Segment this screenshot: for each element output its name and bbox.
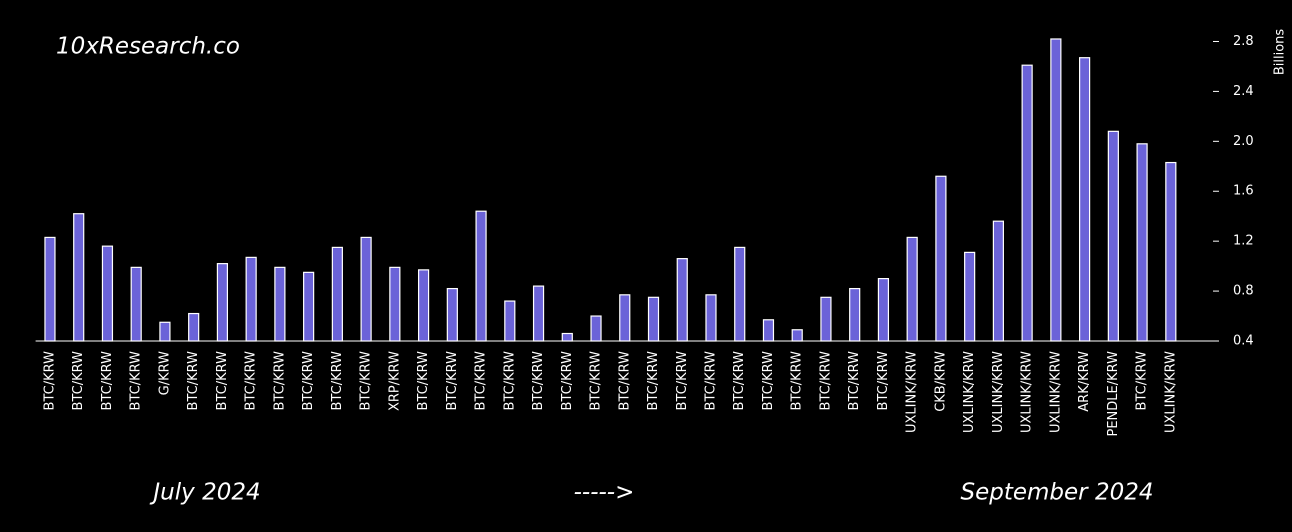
bar: [73, 213, 85, 342]
y-tick-label: 0.4: [1233, 334, 1254, 349]
bar: [647, 296, 660, 342]
x-tick-label: UXLINK/KRW: [1163, 351, 1178, 433]
y-tick-label: 0.8: [1233, 284, 1254, 299]
bar: [676, 258, 688, 342]
bar: [1021, 64, 1033, 342]
x-tick-label: BTC/KRW: [790, 351, 805, 411]
x-tick-label: BTC/KRW: [272, 351, 287, 411]
bar: [791, 329, 803, 342]
x-tick-label: CKB/KRW: [933, 351, 948, 412]
bar: [475, 210, 487, 342]
x-tick-label: BTC/KRW: [847, 351, 862, 411]
x-tick-label: BTC/KRW: [732, 351, 747, 411]
bar: [360, 236, 372, 342]
bar: [1107, 130, 1119, 342]
annotation: September 2024: [961, 480, 1154, 506]
bar: [389, 266, 401, 342]
x-tick-label: BTC/KRW: [589, 351, 604, 411]
x-tick-label: BTC/KRW: [100, 351, 115, 411]
x-tick-label: UXLINK/KRW: [905, 351, 920, 433]
bar: [561, 332, 573, 342]
bar: [44, 236, 56, 342]
x-tick-label: BTC/KRW: [215, 351, 230, 411]
bar: [532, 285, 545, 342]
y-tick-label: 1.6: [1233, 184, 1254, 199]
bar: [274, 266, 286, 342]
bar: [216, 263, 229, 342]
x-tick-label: BTC/KRW: [445, 351, 460, 411]
x-tick-label: BTC/KRW: [818, 351, 833, 411]
bar: [130, 266, 142, 342]
x-tick-label: BTC/KRW: [502, 351, 517, 411]
bar: [906, 236, 918, 342]
bar: [303, 271, 315, 342]
bar: [245, 256, 257, 342]
y-tick-label: 2.8: [1233, 34, 1254, 49]
x-tick-label: UXLINK/KRW: [962, 351, 977, 433]
x-tick-label: BTC/KRW: [42, 351, 57, 411]
x-tick-label: BTC/KRW: [474, 351, 489, 411]
bar: [877, 278, 890, 342]
x-tick-label: UXLINK/KRW: [991, 351, 1006, 433]
bar: [762, 319, 775, 342]
x-tick-label: BTC/KRW: [560, 351, 575, 411]
x-tick-label: BTC/KRW: [129, 351, 144, 411]
x-tick-label: BTC/KRW: [703, 351, 718, 411]
bar: [417, 269, 430, 342]
annotation: ----->: [574, 480, 635, 506]
x-tick-label: UXLINK/KRW: [1020, 351, 1035, 433]
bar: [590, 315, 602, 342]
bar: [619, 294, 631, 342]
x-tick-label: XRP/KRW: [387, 351, 402, 411]
bar: [935, 175, 947, 342]
bar: [1136, 143, 1148, 342]
bar: [1050, 38, 1062, 342]
bar: [849, 287, 861, 342]
x-tick-label: BTC/KRW: [301, 351, 316, 411]
y-axis-label: Billions: [1273, 29, 1288, 76]
x-tick-label: BTC/KRW: [675, 351, 690, 411]
x-tick-label: BTC/KRW: [186, 351, 201, 411]
x-tick-label: ARK/KRW: [1077, 351, 1092, 412]
x-tick-label: UXLINK/KRW: [1048, 351, 1063, 433]
x-tick-label: BTC/KRW: [71, 351, 86, 411]
bar: [101, 245, 114, 342]
x-tick-label: BTC/KRW: [876, 351, 891, 411]
x-tick-label: PENDLE/KRW: [1106, 351, 1121, 437]
y-tick-label: 2.0: [1233, 134, 1254, 149]
x-tick-label: BTC/KRW: [330, 351, 345, 411]
x-tick-label: BTC/KRW: [1135, 351, 1150, 411]
bar: [734, 246, 746, 342]
bar: [992, 220, 1004, 342]
bar: [446, 287, 458, 342]
bar: [331, 246, 343, 342]
x-tick-label: BTC/KRW: [531, 351, 546, 411]
annotation: July 2024: [149, 480, 260, 506]
bar: [188, 312, 200, 342]
x-tick-label: BTC/KRW: [416, 351, 431, 411]
bar: [705, 294, 717, 342]
bar: [1165, 161, 1177, 342]
bar: [159, 321, 171, 342]
bar: [964, 251, 976, 342]
y-tick-label: 1.2: [1233, 234, 1254, 249]
x-tick-label: BTC/KRW: [617, 351, 632, 411]
bar: [504, 300, 516, 342]
y-tick-label: 2.4: [1233, 84, 1254, 99]
x-tick-label: BTC/KRW: [646, 351, 661, 411]
watermark: 10xResearch.co: [56, 34, 240, 60]
x-tick-label: BTC/KRW: [359, 351, 374, 411]
x-tick-label: BTC/KRW: [244, 351, 259, 411]
x-tick-label: BTC/KRW: [761, 351, 776, 411]
bar: [820, 296, 832, 342]
x-tick-label: G/KRW: [157, 351, 172, 395]
bar: [1079, 57, 1091, 342]
